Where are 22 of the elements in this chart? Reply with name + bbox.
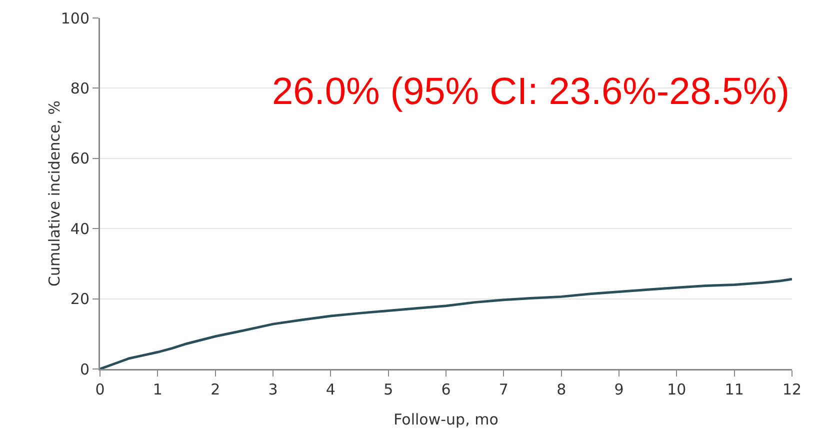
x-tick-label: 11 [724, 380, 744, 398]
x-tick-label: 4 [326, 380, 336, 398]
x-tick-label: 6 [441, 380, 451, 398]
x-tick-label: 9 [614, 380, 624, 398]
y-tick-label: 100 [60, 9, 90, 28]
x-tick-label: 7 [498, 380, 508, 398]
y-tick-label: 20 [70, 290, 90, 308]
x-axis-title: Follow-up, mo [394, 410, 498, 428]
x-tick-label: 12 [782, 380, 802, 398]
x-tick-label: 8 [556, 380, 566, 398]
x-tick-label: 2 [210, 380, 220, 398]
y-axis-title: Cumulative incidence, % [46, 100, 64, 286]
x-tick-label: 5 [384, 380, 394, 398]
x-tick-label: 0 [95, 380, 105, 398]
x-tick-label: 10 [667, 380, 686, 398]
annotation: 26.0% (95% CI: 23.6%-28.5%) [272, 71, 790, 113]
y-tick-label: 40 [70, 220, 90, 238]
x-tick-label: 1 [152, 380, 162, 398]
y-tick-label: 0 [80, 360, 90, 378]
y-tick-label: 80 [70, 79, 90, 98]
x-tick-label: 3 [268, 380, 278, 398]
y-tick-label: 60 [70, 150, 90, 168]
